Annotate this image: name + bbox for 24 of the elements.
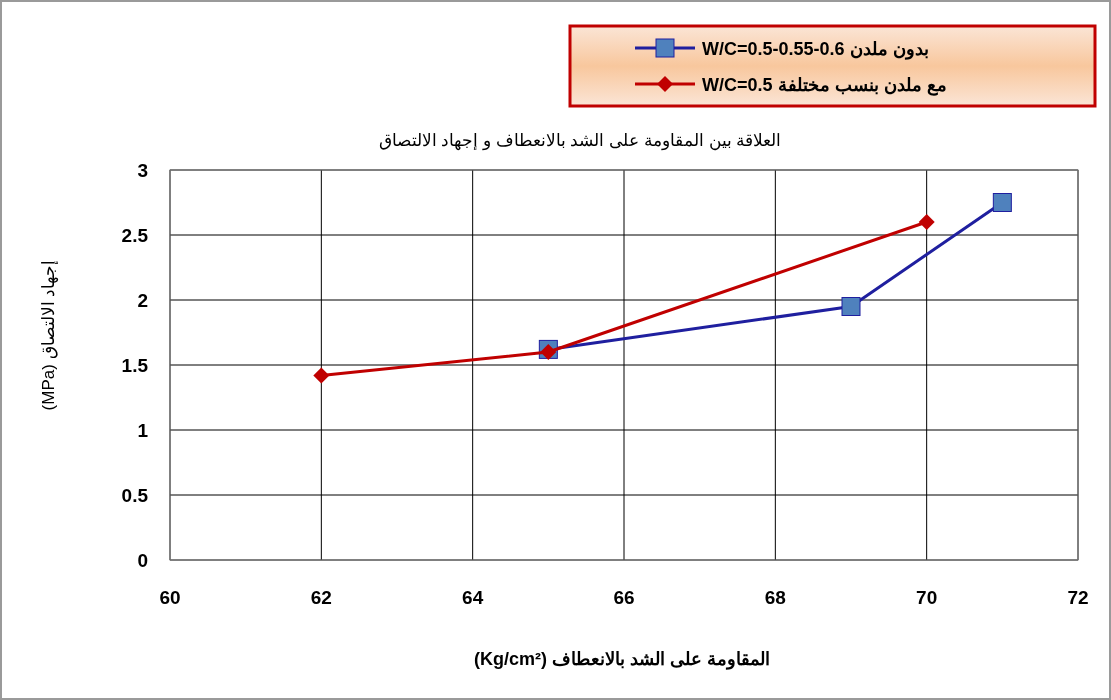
point (841, 297, 861, 316)
y-tick-label: 0 (137, 550, 148, 571)
point (918, 214, 935, 230)
chart-title: العلاقة بين المقاومة على الشد بالانعطاف و إجهاد الالتصاق (378, 131, 782, 151)
legend-label: مع ملدن بنسب مختلفة W/C=0.5 (702, 75, 947, 96)
point (992, 193, 1012, 212)
y-tick-label: 3 (137, 160, 148, 181)
x-tick-label: 64 (462, 587, 484, 608)
x-tick-label: 70 (916, 587, 938, 608)
y-tick-label: 1.5 (121, 355, 149, 376)
y-tick-label: 1 (137, 420, 149, 441)
x-tick-label: 60 (159, 587, 181, 608)
x-tick-label: 62 (310, 587, 332, 608)
y-tick-label: 0.5 (121, 485, 149, 506)
point (313, 367, 330, 384)
y-tick-label: 2 (137, 290, 148, 311)
y-tick-label: 2.5 (121, 225, 149, 246)
x-tick-label: 66 (613, 587, 635, 608)
x-tick-label: 72 (1067, 587, 1089, 608)
x-axis-title: المقاومة على الشد بالانعطاف (Kg/cm²) (473, 649, 771, 670)
y-axis-title: إجهاد الالتصاق (MPa) (39, 259, 59, 411)
legend-label: بدون ملدن W/C=0.5-0.55-0.6 (702, 39, 929, 60)
x-tick-label: 68 (764, 587, 786, 608)
point (540, 344, 557, 360)
